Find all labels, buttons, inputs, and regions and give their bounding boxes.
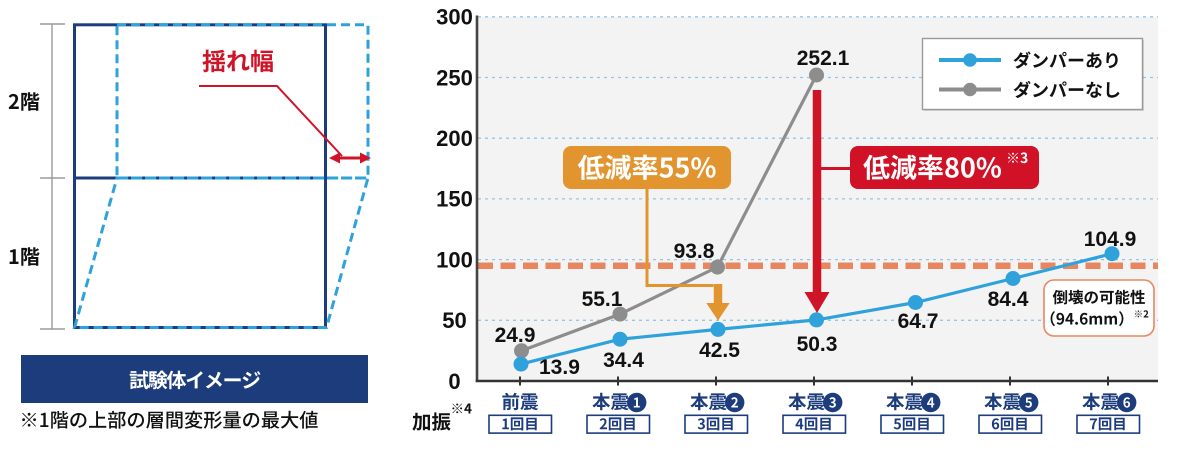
svg-text:42.5: 42.5	[699, 339, 740, 362]
svg-text:300: 300	[436, 5, 473, 30]
svg-text:64.7: 64.7	[898, 310, 939, 333]
svg-text:200: 200	[436, 126, 473, 151]
svg-text:50.3: 50.3	[797, 333, 838, 356]
svg-text:24.9: 24.9	[495, 324, 536, 347]
svg-text:84.4: 84.4	[988, 288, 1029, 311]
svg-text:100: 100	[436, 247, 473, 272]
svg-text:150: 150	[436, 187, 473, 212]
svg-text:55.1: 55.1	[582, 288, 623, 311]
svg-text:13.9: 13.9	[539, 356, 580, 379]
svg-text:93.8: 93.8	[674, 240, 715, 263]
svg-text:50: 50	[442, 308, 466, 333]
svg-text:0: 0	[448, 369, 460, 394]
svg-text:252.1: 252.1	[797, 47, 850, 70]
svg-text:104.9: 104.9	[1084, 228, 1137, 251]
svg-text:34.4: 34.4	[603, 349, 644, 372]
svg-text:250: 250	[436, 65, 473, 90]
